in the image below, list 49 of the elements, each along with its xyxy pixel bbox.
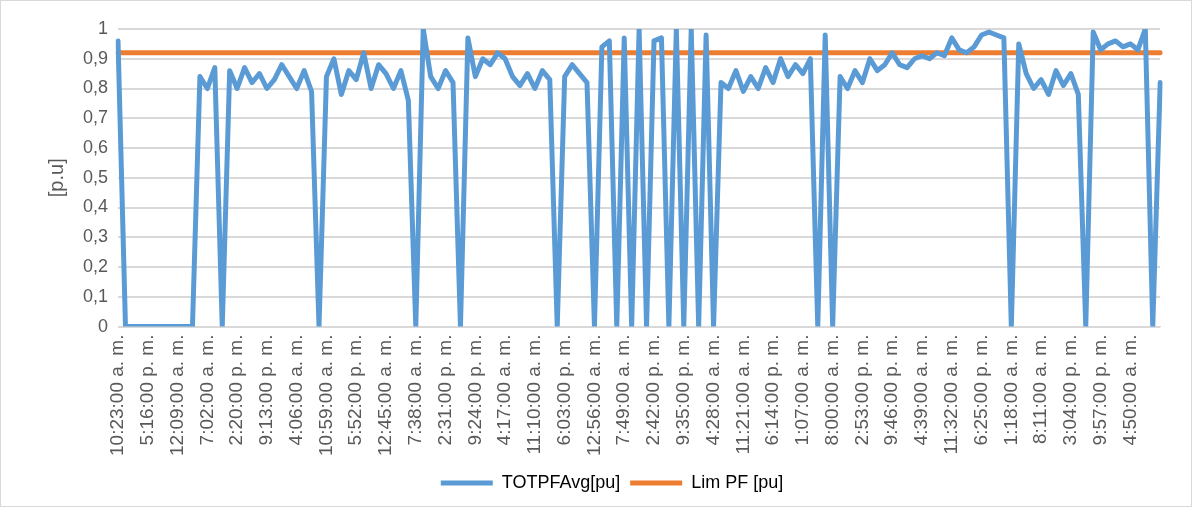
y-tick-label: 0,9	[82, 47, 109, 68]
y-tick-label: 0,7	[82, 107, 109, 128]
x-tick-label: 9:57:00 p. m.	[1088, 334, 1110, 446]
x-tick-label: 10:59:00 a. m.	[314, 334, 336, 456]
x-tick-label: 6:03:00 p. m.	[552, 334, 574, 446]
y-tick-label: 0,5	[82, 166, 109, 187]
x-tick-label: 6:25:00 p. m.	[969, 334, 991, 446]
x-tick-label: 4:39:00 a. m.	[910, 334, 932, 446]
y-tick-label: 0,4	[82, 196, 109, 217]
x-tick-label: 6:14:00 p. m.	[761, 334, 783, 446]
x-tick-label: 4:06:00 a. m.	[284, 334, 306, 446]
x-tick-label: 10:23:00 a. m.	[106, 334, 128, 456]
x-tick-label: 5:16:00 p. m.	[136, 334, 158, 446]
x-tick-label: 2:20:00 p. m.	[225, 334, 247, 446]
x-tick-label: 12:09:00 a. m.	[165, 334, 187, 456]
x-tick-label: 5:52:00 p. m.	[344, 334, 366, 446]
x-tick-label: 7:02:00 a. m.	[195, 334, 217, 446]
x-tick-label: 9:13:00 p. m.	[255, 334, 277, 446]
y-tick-label: 0,6	[82, 136, 109, 157]
x-tick-label: 4:17:00 a. m.	[493, 334, 515, 446]
y-tick-label: 1	[98, 17, 109, 38]
x-tick-label: 1:07:00 a. m.	[791, 334, 813, 446]
x-tick-label: 1:18:00 a. m.	[999, 334, 1021, 446]
x-tick-label: 9:46:00 p. m.	[880, 334, 902, 446]
y-tick-label: 0,3	[82, 226, 109, 247]
y-tick-label: 0	[98, 315, 109, 336]
x-tick-label: 8:11:00 a. m.	[1029, 334, 1051, 445]
x-tick-label: 11:32:00 a. m.	[940, 334, 961, 455]
x-tick-label: 7:38:00 a. m.	[404, 334, 426, 446]
x-tick-label: 9:24:00 p. m.	[463, 334, 485, 446]
y-tick-label: 0,1	[82, 285, 109, 306]
x-tick-label: 12:56:00 a. m.	[582, 334, 604, 456]
legend-label: TOTPFAvg[pu]	[501, 471, 621, 492]
x-tick-label: 12:45:00 a. m.	[374, 334, 396, 456]
x-tick-label: 9:35:00 p. m.	[672, 334, 694, 446]
x-tick-label: 3:04:00 p. m.	[1059, 334, 1081, 446]
x-tick-label: 8:00:00 a. m.	[820, 334, 842, 446]
x-tick-label: 11:21:00 a. m.	[731, 334, 753, 455]
y-axis-title: [p.u]	[44, 158, 67, 198]
x-tick-label: 7:49:00 a. m.	[612, 334, 634, 446]
legend-label: Lim PF [pu]	[691, 471, 784, 492]
x-tick-label: 4:28:00 a. m.	[701, 334, 723, 446]
y-tick-label: 0,8	[82, 77, 109, 98]
x-tick-label: 4:50:00 a. m.	[1118, 334, 1140, 446]
x-tick-label: 2:31:00 p. m.	[433, 334, 455, 446]
y-tick-label: 0,2	[82, 255, 109, 276]
x-tick-label: 2:42:00 p. m.	[642, 334, 664, 446]
x-tick-label: 11:10:00 a. m.	[523, 334, 545, 455]
x-tick-label: 2:53:00 p. m.	[850, 334, 872, 446]
